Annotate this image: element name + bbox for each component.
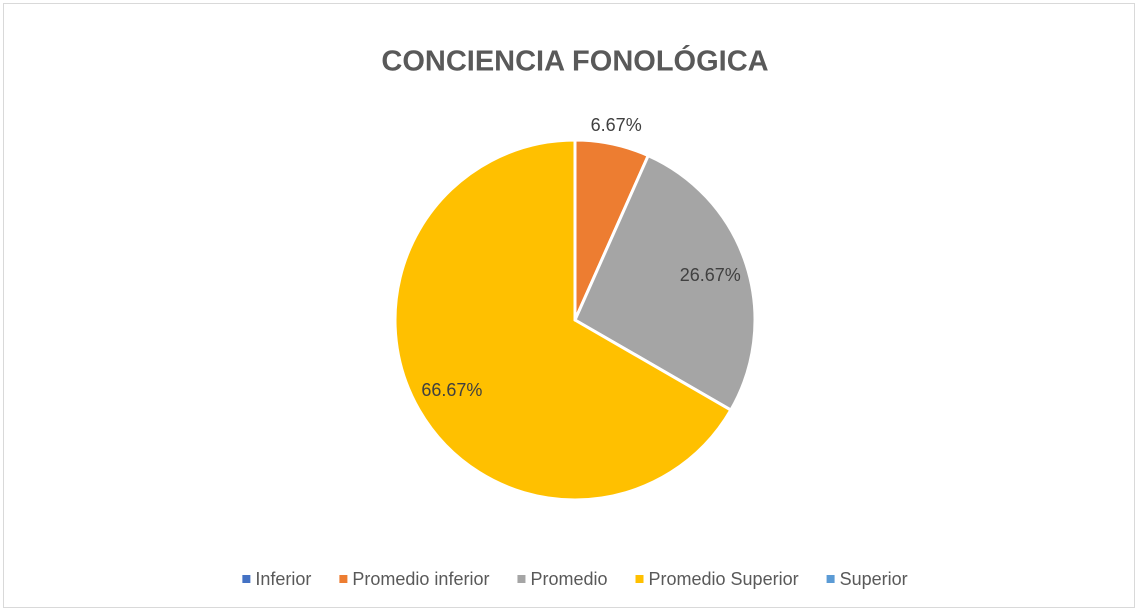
pie-slice <box>573 154 757 412</box>
legend: Inferior Promedio inferior Promedio Promedi… <box>242 569 908 589</box>
data-label: 6.67% <box>591 115 642 135</box>
legend-label: Superior <box>840 569 908 589</box>
legend-marker <box>826 575 835 583</box>
pie-slice <box>393 138 733 502</box>
legend-marker <box>635 575 644 583</box>
legend-marker <box>242 575 251 583</box>
data-label: 26.67% <box>680 265 741 285</box>
legend-marker <box>339 575 348 583</box>
pie: 6.67% 26.67% 66.67% <box>393 115 757 502</box>
legend-marker <box>517 575 526 583</box>
legend-label: Inferior <box>255 569 311 589</box>
legend-label: Promedio inferior <box>352 569 489 589</box>
legend-label: Promedio Superior <box>649 569 799 589</box>
chart-title: CONCIENCIA FONOLÓGICA <box>381 44 768 78</box>
data-label: 66.67% <box>421 380 482 400</box>
legend-label: Promedio <box>530 569 607 589</box>
